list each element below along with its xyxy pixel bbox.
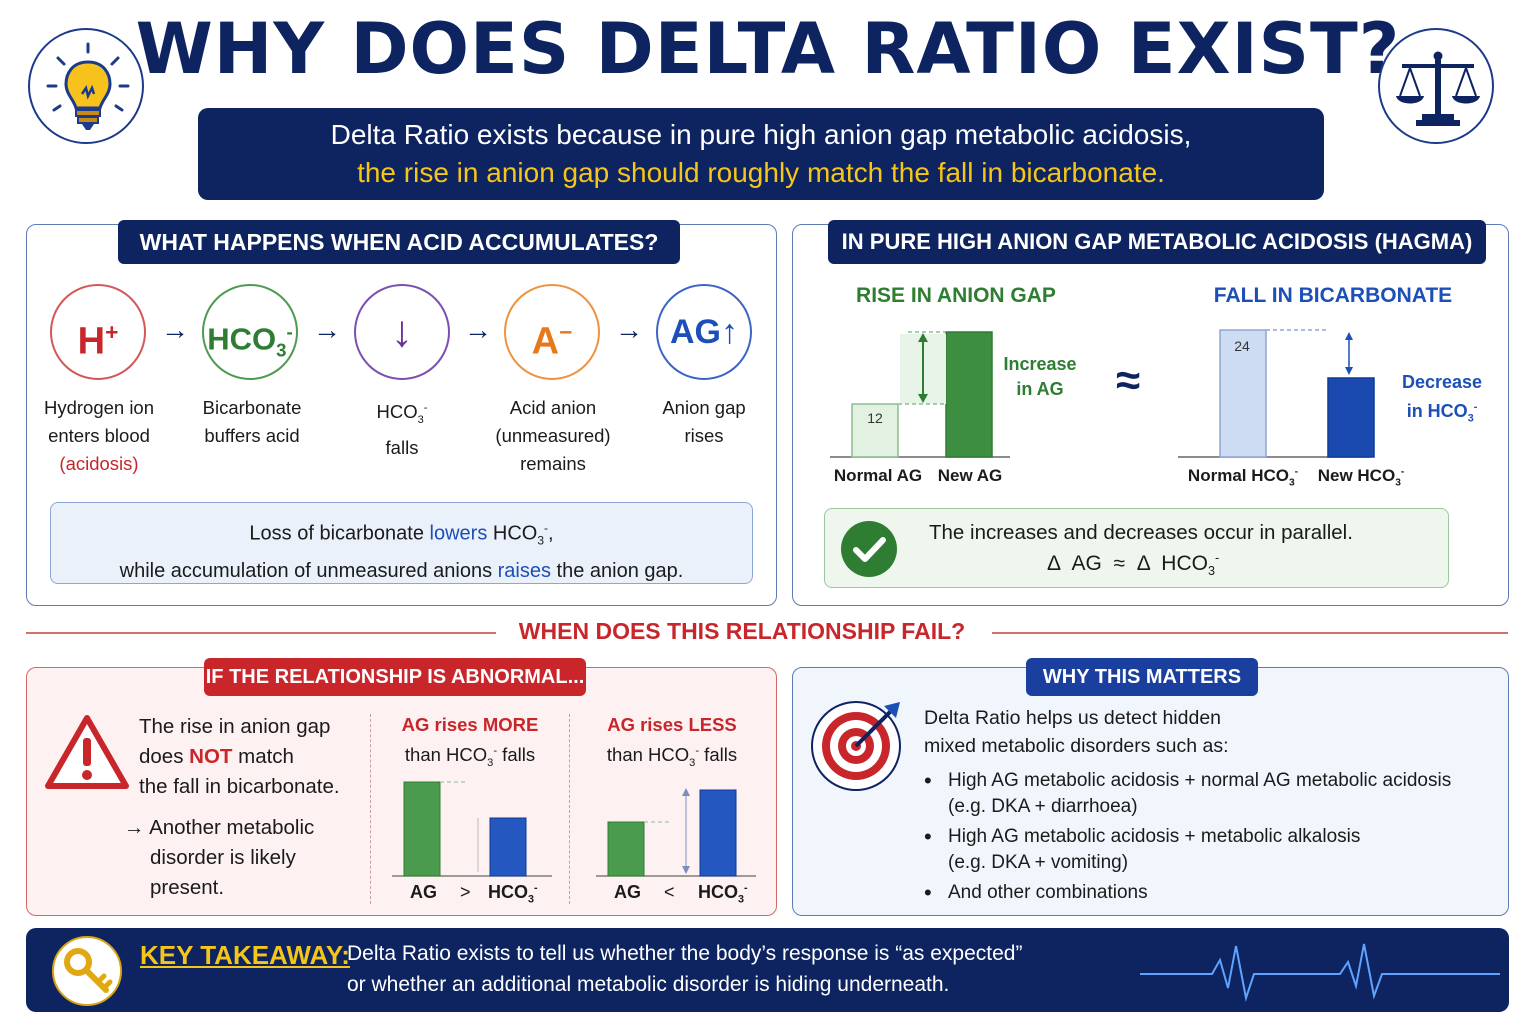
lightbulb-icon — [46, 42, 130, 130]
banner-line-2: the rise in anion gap should roughly mat… — [357, 157, 1165, 188]
hagma-bar-charts: 12 24 — [830, 329, 1375, 458]
step-anion-gap-label: Anion gap rises — [662, 397, 746, 446]
normal-ag-bar — [851, 403, 899, 458]
case-less-chart — [596, 788, 756, 877]
new-ag-label: New AG — [937, 466, 1003, 485]
key-takeaway-label: KEY TAKEAWAY: — [140, 940, 350, 970]
arrow-head — [1345, 367, 1353, 375]
list-item: High AG metabolic acidosis + metabolic a… — [918, 824, 1498, 876]
normal-ag-label: Normal AG — [833, 466, 923, 485]
case-more-caption: AG rises MORE than HCO3- falls — [401, 714, 539, 769]
arrow-icon: → — [464, 314, 492, 345]
parallel-change-box: The increases and decreases occur in par… — [824, 508, 1449, 588]
rise-in-ag-title: RISE IN ANION GAP — [856, 284, 1056, 307]
section-divider-left — [26, 632, 496, 634]
step-acid-anion-label: Acid anion (unmeasured) remains — [495, 397, 611, 474]
page-title: WHY DOES DELTA RATIO EXIST? — [135, 8, 1401, 90]
list-item: And other combinations — [918, 880, 1498, 906]
mixed-disorder-list: High AG metabolic acidosis + normal AG m… — [918, 768, 1498, 910]
hydrogen-ion-icon: H+ — [50, 284, 146, 380]
arrow-icon: → — [161, 314, 189, 345]
step-hydrogen-label: Hydrogen ion enters blood (acidosis) — [43, 397, 155, 474]
list-item: High AG metabolic acidosis + normal AG m… — [918, 768, 1498, 820]
warning-icon — [45, 715, 129, 789]
normal-hco3-bar — [1219, 329, 1267, 458]
banner-line-1: Delta Ratio exists because in pure high … — [330, 119, 1192, 150]
new-hco3-bar — [1327, 377, 1375, 458]
case-divider — [569, 714, 570, 904]
case-less-caption: AG rises LESS than HCO3- falls — [606, 714, 738, 769]
bicarbonate-info-box: Loss of bicarbonate lowers HCO3-, while … — [50, 502, 753, 584]
abnormal-heading: IF THE RELATIONSHIP IS ABNORMAL... — [204, 658, 586, 696]
key-badge — [52, 936, 122, 1006]
arrow-icon: → — [313, 314, 341, 345]
scales-icon — [1396, 51, 1480, 126]
step-bicarbonate-label: Bicarbonate buffers acid — [202, 397, 302, 446]
ag-bar — [403, 781, 441, 877]
acid-anion-icon: A− — [504, 284, 600, 380]
increase-in-ag-note: Increase in AG — [1003, 354, 1077, 399]
anion-gap-rises-icon: AG↑ — [656, 284, 752, 380]
heartbeat-icon — [1140, 943, 1500, 1002]
decrease-in-hco3-note: Decrease in HCO3- — [1401, 372, 1483, 425]
hco3-bar — [699, 789, 737, 877]
bicarbonate-icon: HCO3- — [202, 284, 298, 380]
step-hco3-falls-label: HCO3- falls — [376, 401, 428, 458]
down-arrow-icon: ↓ — [354, 284, 450, 380]
key-takeaway-text: Delta Ratio exists to tell us whether th… — [347, 942, 1023, 996]
abnormal-relationship-panel — [26, 667, 777, 916]
summary-banner: Delta Ratio exists because in pure high … — [198, 108, 1324, 200]
delta-equation: Δ AG ≈ Δ HCO3- — [1047, 551, 1220, 579]
new-hco3-label: New HCO3- — [1317, 466, 1405, 489]
hco3-bar — [489, 817, 527, 877]
key-takeaway-bar — [26, 928, 1509, 1012]
case-divider — [370, 714, 371, 904]
case-more-chart — [392, 781, 552, 877]
relationship-fail-title: WHEN DOES THIS RELATIONSHIP FAIL? — [518, 618, 966, 644]
normal-hco3-label: Normal HCO3- — [1187, 466, 1299, 489]
parallel-text: The increases and decreases occur in par… — [929, 521, 1353, 544]
key-icon — [64, 948, 113, 993]
arrow-head — [1345, 332, 1353, 340]
arrow-head — [918, 394, 928, 403]
why-this-matters-heading: WHY THIS MATTERS — [1026, 658, 1258, 696]
arrow-icon: → — [615, 314, 643, 345]
acid-accumulation-heading: WHAT HAPPENS WHEN ACID ACCUMULATES? — [118, 220, 680, 264]
matters-intro: Delta Ratio helps us detect hidden mixed… — [924, 707, 1229, 757]
section-divider-right — [992, 632, 1508, 634]
normal-ag-value: 12 — [867, 410, 883, 426]
lightbulb-badge — [28, 28, 144, 144]
target-icon — [811, 701, 901, 791]
another-disorder-note: → Another metabolic disorder is likely p… — [124, 816, 315, 899]
abnormal-description: The rise in anion gap does NOT match the… — [139, 715, 340, 798]
new-ag-bar — [945, 331, 993, 458]
fall-in-bicarbonate-title: FALL IN BICARBONATE — [1213, 284, 1453, 307]
normal-hco3-value: 24 — [1234, 338, 1250, 354]
ag-bar — [607, 821, 645, 877]
approximately-equal-symbol: ≈ — [1116, 356, 1141, 405]
arrow-head — [918, 333, 928, 342]
scales-badge — [1378, 28, 1494, 144]
check-icon — [841, 521, 897, 577]
hagma-heading: IN PURE HIGH ANION GAP METABOLIC ACIDOSI… — [828, 220, 1486, 264]
